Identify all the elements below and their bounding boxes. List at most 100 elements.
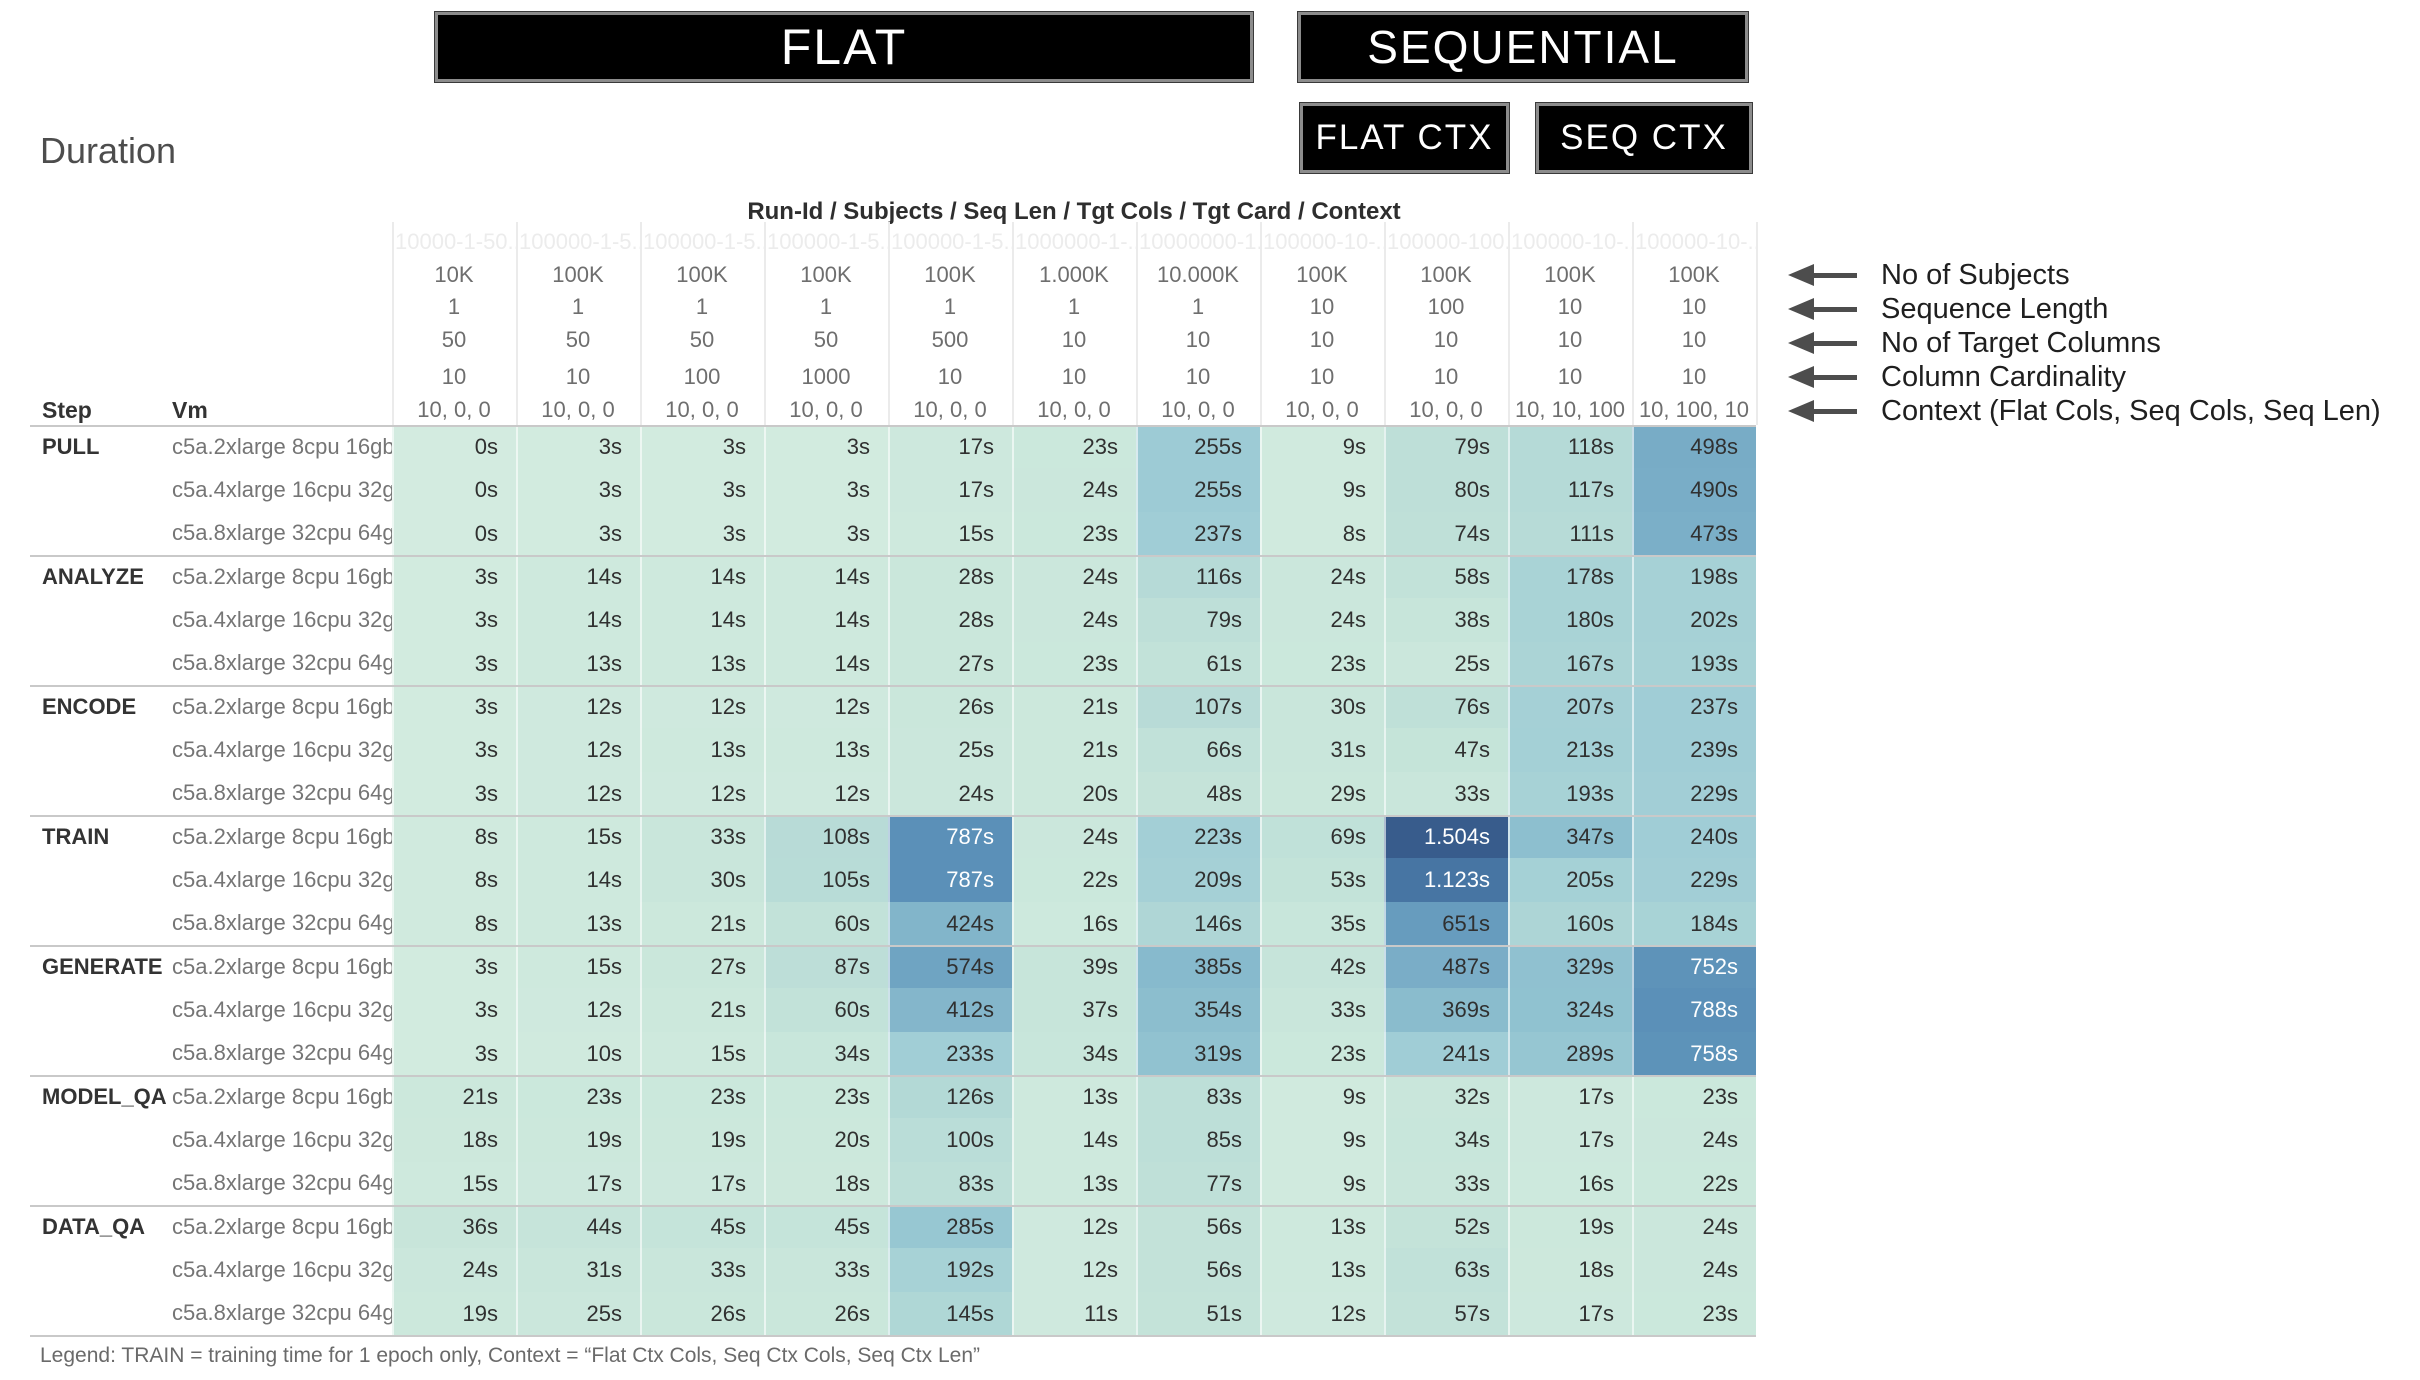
heatmap-cell[interactable]: 26s [640, 1291, 764, 1336]
heatmap-cell[interactable]: 60s [764, 901, 888, 946]
heatmap-cell[interactable]: 17s [1508, 1118, 1632, 1163]
heatmap-cell[interactable]: 108s [764, 815, 888, 860]
heatmap-cell[interactable]: 12s [516, 728, 640, 773]
heatmap-cell[interactable]: 490s [1632, 468, 1756, 513]
heatmap-cell[interactable]: 116s [1136, 555, 1260, 600]
heatmap-cell[interactable]: 14s [764, 555, 888, 600]
heatmap-cell[interactable]: 80s [1384, 468, 1508, 513]
heatmap-cell[interactable]: 14s [516, 858, 640, 903]
heatmap-cell[interactable]: 85s [1136, 1118, 1260, 1163]
heatmap-cell[interactable]: 9s [1260, 1075, 1384, 1120]
heatmap-cell[interactable]: 752s [1632, 945, 1756, 990]
heatmap-cell[interactable]: 146s [1136, 901, 1260, 946]
heatmap-cell[interactable]: 56s [1136, 1205, 1260, 1250]
heatmap-cell[interactable]: 13s [1012, 1075, 1136, 1120]
heatmap-cell[interactable]: 3s [392, 641, 516, 686]
heatmap-cell[interactable]: 12s [764, 685, 888, 730]
heatmap-cell[interactable]: 60s [764, 988, 888, 1033]
heatmap-cell[interactable]: 23s [516, 1075, 640, 1120]
heatmap-cell[interactable]: 0s [392, 511, 516, 556]
heatmap-cell[interactable]: 9s [1260, 468, 1384, 513]
heatmap-cell[interactable]: 3s [392, 685, 516, 730]
heatmap-cell[interactable]: 30s [1260, 685, 1384, 730]
heatmap-cell[interactable]: 13s [516, 901, 640, 946]
heatmap-cell[interactable]: 3s [764, 468, 888, 513]
heatmap-cell[interactable]: 13s [1012, 1161, 1136, 1206]
heatmap-cell[interactable]: 63s [1384, 1248, 1508, 1293]
heatmap-cell[interactable]: 107s [1136, 685, 1260, 730]
heatmap-cell[interactable]: 24s [1632, 1248, 1756, 1293]
heatmap-cell[interactable]: 424s [888, 901, 1012, 946]
heatmap-cell[interactable]: 347s [1508, 815, 1632, 860]
heatmap-cell[interactable]: 285s [888, 1205, 1012, 1250]
heatmap-cell[interactable]: 9s [1260, 1118, 1384, 1163]
heatmap-cell[interactable]: 53s [1260, 858, 1384, 903]
heatmap-cell[interactable]: 21s [392, 1075, 516, 1120]
heatmap-cell[interactable]: 34s [764, 1031, 888, 1076]
heatmap-cell[interactable]: 12s [1012, 1248, 1136, 1293]
heatmap-cell[interactable]: 17s [1508, 1075, 1632, 1120]
heatmap-cell[interactable]: 33s [1384, 771, 1508, 816]
heatmap-cell[interactable]: 11s [1012, 1291, 1136, 1336]
heatmap-cell[interactable]: 8s [392, 815, 516, 860]
heatmap-cell[interactable]: 12s [1012, 1205, 1136, 1250]
heatmap-cell[interactable]: 239s [1632, 728, 1756, 773]
heatmap-cell[interactable]: 24s [1260, 555, 1384, 600]
heatmap-cell[interactable]: 3s [392, 598, 516, 643]
heatmap-cell[interactable]: 31s [1260, 728, 1384, 773]
heatmap-cell[interactable]: 213s [1508, 728, 1632, 773]
heatmap-cell[interactable]: 8s [1260, 511, 1384, 556]
heatmap-cell[interactable]: 76s [1384, 685, 1508, 730]
heatmap-cell[interactable]: 289s [1508, 1031, 1632, 1076]
heatmap-cell[interactable]: 74s [1384, 511, 1508, 556]
heatmap-cell[interactable]: 498s [1632, 425, 1756, 470]
heatmap-cell[interactable]: 58s [1384, 555, 1508, 600]
heatmap-cell[interactable]: 23s [1012, 641, 1136, 686]
heatmap-cell[interactable]: 39s [1012, 945, 1136, 990]
heatmap-cell[interactable]: 3s [392, 945, 516, 990]
heatmap-cell[interactable]: 38s [1384, 598, 1508, 643]
heatmap-cell[interactable]: 21s [640, 901, 764, 946]
heatmap-cell[interactable]: 45s [764, 1205, 888, 1250]
heatmap-cell[interactable]: 12s [1260, 1291, 1384, 1336]
heatmap-cell[interactable]: 3s [392, 1031, 516, 1076]
heatmap-cell[interactable]: 33s [764, 1248, 888, 1293]
heatmap-cell[interactable]: 52s [1384, 1205, 1508, 1250]
heatmap-cell[interactable]: 61s [1136, 641, 1260, 686]
heatmap-cell[interactable]: 118s [1508, 425, 1632, 470]
heatmap-cell[interactable]: 21s [1012, 728, 1136, 773]
heatmap-cell[interactable]: 19s [1508, 1205, 1632, 1250]
heatmap-cell[interactable]: 23s [764, 1075, 888, 1120]
heatmap-cell[interactable]: 30s [640, 858, 764, 903]
heatmap-cell[interactable]: 8s [392, 901, 516, 946]
heatmap-cell[interactable]: 787s [888, 858, 1012, 903]
heatmap-cell[interactable]: 237s [1136, 511, 1260, 556]
heatmap-cell[interactable]: 79s [1136, 598, 1260, 643]
heatmap-cell[interactable]: 83s [1136, 1075, 1260, 1120]
heatmap-cell[interactable]: 37s [1012, 988, 1136, 1033]
heatmap-cell[interactable]: 3s [764, 511, 888, 556]
heatmap-cell[interactable]: 3s [516, 468, 640, 513]
heatmap-cell[interactable]: 160s [1508, 901, 1632, 946]
heatmap-cell[interactable]: 233s [888, 1031, 1012, 1076]
heatmap-cell[interactable]: 17s [1508, 1291, 1632, 1336]
heatmap-cell[interactable]: 1.123s [1384, 858, 1508, 903]
heatmap-cell[interactable]: 12s [640, 685, 764, 730]
heatmap-cell[interactable]: 27s [888, 641, 1012, 686]
heatmap-cell[interactable]: 18s [1508, 1248, 1632, 1293]
heatmap-cell[interactable]: 31s [516, 1248, 640, 1293]
heatmap-cell[interactable]: 3s [516, 425, 640, 470]
heatmap-cell[interactable]: 13s [764, 728, 888, 773]
heatmap-cell[interactable]: 47s [1384, 728, 1508, 773]
heatmap-cell[interactable]: 180s [1508, 598, 1632, 643]
heatmap-cell[interactable]: 19s [640, 1118, 764, 1163]
heatmap-cell[interactable]: 0s [392, 425, 516, 470]
heatmap-cell[interactable]: 14s [640, 555, 764, 600]
heatmap-cell[interactable]: 32s [1384, 1075, 1508, 1120]
heatmap-cell[interactable]: 17s [888, 425, 1012, 470]
heatmap-cell[interactable]: 184s [1632, 901, 1756, 946]
heatmap-cell[interactable]: 19s [516, 1118, 640, 1163]
heatmap-cell[interactable]: 178s [1508, 555, 1632, 600]
heatmap-cell[interactable]: 1.504s [1384, 815, 1508, 860]
heatmap-cell[interactable]: 12s [516, 771, 640, 816]
